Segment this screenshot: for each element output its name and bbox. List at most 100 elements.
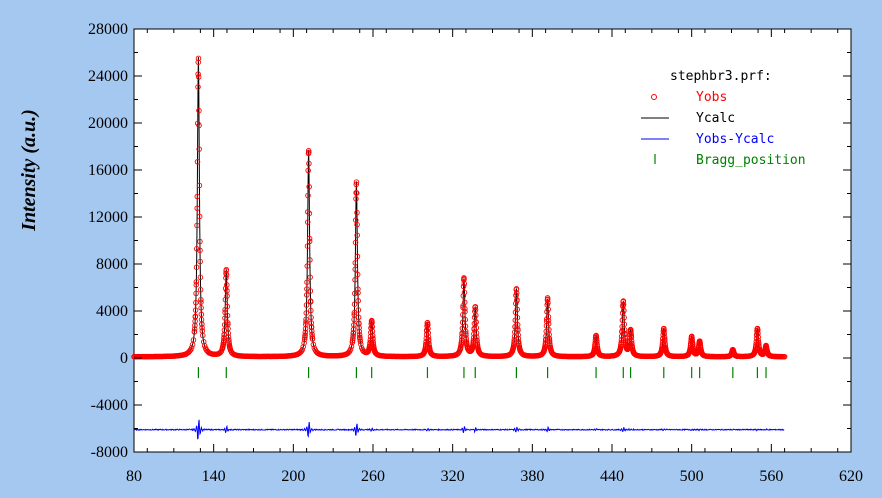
yobs-point — [472, 307, 479, 313]
yobs-point — [425, 330, 431, 336]
yobs-point — [425, 322, 431, 328]
yobs-point — [659, 341, 666, 348]
yobs-point — [369, 320, 375, 326]
yobs-point — [304, 279, 310, 285]
yobs-point — [224, 312, 231, 319]
yobs-point — [621, 307, 627, 314]
yobs-point — [225, 334, 232, 340]
yobs-point — [306, 238, 313, 245]
y-tick-label: 28000 — [88, 21, 128, 38]
x-tick-label: 260 — [361, 468, 385, 485]
yobs-point — [225, 321, 231, 328]
yobs-point — [307, 288, 314, 294]
yobs-point — [352, 290, 358, 297]
yobs-point — [199, 321, 205, 327]
yobs-point — [302, 334, 308, 341]
yobs-point — [425, 334, 432, 340]
y-tick-label: 16000 — [88, 162, 128, 179]
yobs-point — [304, 263, 311, 269]
yobs-point — [354, 232, 360, 238]
yobs-point — [302, 329, 309, 335]
yobs-point — [544, 296, 551, 303]
yobs-point — [194, 222, 200, 229]
difference-line — [133, 419, 785, 440]
yobs-point — [195, 74, 202, 80]
yobs-point — [514, 321, 521, 328]
yobs-point — [372, 350, 379, 356]
yobs-point — [301, 340, 307, 346]
yobs-point — [470, 335, 477, 341]
yobs-point — [423, 341, 429, 348]
yobs-point — [198, 311, 205, 318]
yobs-point — [196, 146, 202, 152]
y-tick-label: 0 — [120, 350, 128, 367]
yobs-point — [661, 334, 668, 340]
yobs-point — [353, 217, 359, 223]
yobs-point — [307, 257, 313, 263]
yobs-point — [356, 328, 363, 335]
yobs-point — [194, 246, 200, 252]
yobs-point — [515, 332, 521, 338]
yobs-point — [545, 300, 551, 306]
yobs-point — [513, 300, 519, 307]
yobs-point — [351, 301, 358, 307]
yobs-point — [350, 333, 356, 339]
yobs-point — [621, 321, 628, 328]
yobs-point — [462, 308, 468, 315]
yobs-point — [461, 289, 468, 296]
yobs-point — [353, 190, 360, 196]
yobs-point — [428, 350, 435, 357]
yobs-point — [197, 274, 204, 281]
yobs-point — [781, 353, 788, 360]
yobs-point — [309, 336, 316, 342]
yobs-point — [755, 337, 762, 344]
yobs-point — [628, 331, 634, 337]
yobs-point — [192, 307, 199, 313]
yobs-point — [353, 196, 359, 202]
yobs-point — [697, 341, 703, 347]
yobs-point — [473, 325, 480, 331]
yobs-point — [303, 302, 310, 308]
yobs-point — [593, 336, 600, 342]
x-tick-label: 560 — [759, 468, 783, 485]
x-tick-label: 620 — [839, 468, 863, 485]
y-axis-label: Intensity (a.u.) — [18, 109, 40, 232]
yobs-point — [308, 307, 314, 314]
yobs-point — [195, 59, 201, 65]
yobs-point — [461, 280, 468, 287]
yobs-point — [223, 266, 230, 273]
yobs-point — [222, 285, 229, 292]
x-tick-label: 140 — [202, 468, 226, 485]
yobs-point — [196, 182, 203, 189]
x-tick-label: 320 — [441, 468, 465, 485]
yobs-point — [306, 184, 312, 190]
yobs-point — [546, 331, 552, 338]
yobs-point — [628, 328, 634, 335]
yobs-point — [223, 275, 229, 281]
yobs-point — [220, 337, 227, 344]
yobs-point — [545, 306, 551, 313]
yobs-point — [224, 303, 231, 310]
yobs-point — [197, 287, 204, 293]
yobs-point — [515, 335, 522, 342]
yobs-series — [131, 55, 788, 360]
yobs-point — [303, 321, 309, 328]
yobs-point — [300, 344, 306, 350]
yobs-point — [198, 299, 204, 305]
yobs-point — [225, 330, 232, 337]
y-tick-label: 4000 — [96, 303, 128, 320]
x-tick-label: 80 — [126, 468, 142, 485]
yobs-point — [463, 332, 469, 339]
yobs-point — [514, 306, 520, 313]
yobs-point — [353, 181, 359, 188]
yobs-point — [472, 303, 479, 310]
yobs-point — [474, 334, 480, 340]
yobs-point — [195, 55, 202, 62]
yobs-point — [355, 314, 362, 321]
yobs-point — [191, 326, 198, 332]
yobs-point — [199, 328, 206, 334]
yobs-point — [194, 205, 200, 211]
yobs-point — [620, 301, 627, 308]
yobs-point — [352, 277, 358, 283]
